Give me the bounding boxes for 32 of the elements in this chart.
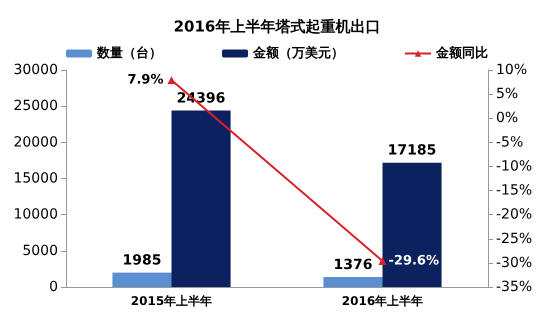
data-label: -29.6%: [388, 253, 439, 268]
legend-label: 数量（台）: [96, 45, 162, 61]
y2-tick-label: -35%: [496, 279, 532, 295]
y2-tick-label: -15%: [496, 182, 532, 199]
legend-label: 金额（万美元）: [252, 45, 344, 61]
data-label: 1376: [333, 257, 372, 274]
y2-tick-label: -30%: [496, 254, 532, 271]
bar: [112, 272, 172, 287]
bar: [382, 162, 442, 287]
y-tick-label: 5000: [22, 242, 58, 259]
x-tick-label: 2016年上半年: [342, 294, 424, 308]
y-tick-label: 30000: [13, 62, 58, 78]
y-tick-label: 25000: [13, 98, 58, 114]
y2-tick-label: -10%: [496, 158, 532, 174]
bar: [172, 110, 231, 287]
data-label: 1985: [122, 252, 162, 269]
legend-label: 金额同比: [435, 45, 488, 61]
y2-tick-label: 0%: [496, 110, 518, 126]
chart-title: 2016年上半年塔式起重机出口: [174, 18, 380, 36]
y2-tick-label: 10%: [496, 62, 528, 78]
data-label: 17185: [388, 142, 436, 159]
y-tick-label: 0: [49, 279, 58, 295]
bar: [323, 277, 382, 287]
y2-tick-label: -5%: [496, 134, 524, 150]
y-tick-label: 10000: [13, 206, 58, 223]
y-tick-label: 20000: [13, 134, 58, 150]
y-tick-label: 15000: [13, 170, 58, 186]
y2-tick-label: -20%: [496, 206, 532, 223]
y2-tick-label: -25%: [496, 230, 532, 247]
x-tick-label: 2015年上半年: [130, 294, 212, 308]
y2-tick-label: 5%: [496, 86, 518, 102]
data-label: 7.9%: [127, 72, 164, 88]
